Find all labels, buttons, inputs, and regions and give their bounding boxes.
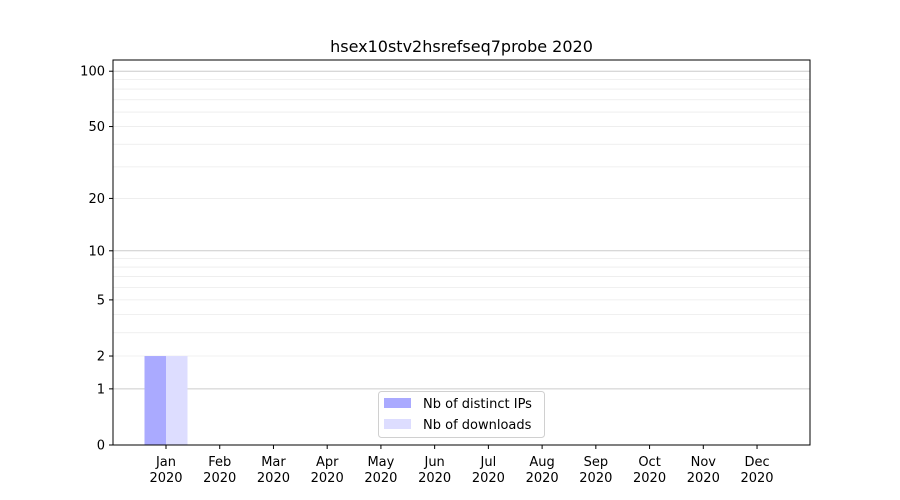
x-tick-label-year: 2020 (687, 471, 720, 486)
legend-label: Nb of distinct IPs (423, 397, 532, 412)
y-tick-label: 2 (97, 350, 105, 365)
x-tick-label-year: 2020 (633, 471, 666, 486)
chart-title: hsex10stv2hsrefseq7probe 2020 (330, 37, 593, 56)
x-tick-label-year: 2020 (740, 471, 773, 486)
y-tick-label: 50 (88, 120, 105, 135)
legend-label: Nb of downloads (423, 418, 532, 433)
x-tick-label-month: Mar (261, 455, 286, 470)
bar-distinct-ips (144, 356, 166, 445)
y-tick-label: 1 (97, 382, 105, 397)
x-tick-label-year: 2020 (257, 471, 290, 486)
x-tick-label-month: Jul (480, 455, 497, 470)
bar-downloads (166, 356, 188, 445)
x-tick-label-month: Jun (423, 455, 444, 470)
x-tick-label-year: 2020 (311, 471, 344, 486)
legend: Nb of distinct IPs Nb of downloads (378, 391, 545, 438)
x-tick-label-year: 2020 (579, 471, 612, 486)
x-tick-label-year: 2020 (472, 471, 505, 486)
x-tick-label-month: Apr (316, 455, 339, 470)
x-tick-label-month: Nov (691, 455, 717, 470)
y-tick-label: 5 (97, 293, 105, 308)
x-tick-label-month: Sep (584, 455, 609, 470)
x-tick-label-month: Aug (529, 455, 554, 470)
x-tick-label-month: May (367, 455, 394, 470)
legend-swatch (384, 419, 411, 429)
x-tick-label-year: 2020 (203, 471, 236, 486)
x-tick-label-month: Feb (208, 455, 231, 470)
legend-box (378, 391, 545, 438)
y-tick-label: 10 (88, 244, 105, 259)
x-tick-label-year: 2020 (418, 471, 451, 486)
y-tick-label: 100 (80, 65, 105, 80)
plot-frame (112, 59, 811, 446)
x-tick-label-year: 2020 (149, 471, 182, 486)
x-tick-label-month: Oct (638, 455, 660, 470)
x-tick-label-month: Dec (744, 455, 769, 470)
x-tick-label-year: 2020 (526, 471, 559, 486)
x-tick-label-year: 2020 (364, 471, 397, 486)
y-tick-label: 20 (88, 192, 105, 207)
x-tick-label-month: Jan (155, 455, 176, 470)
legend-swatch (384, 398, 411, 408)
y-tick-label: 0 (97, 439, 105, 454)
